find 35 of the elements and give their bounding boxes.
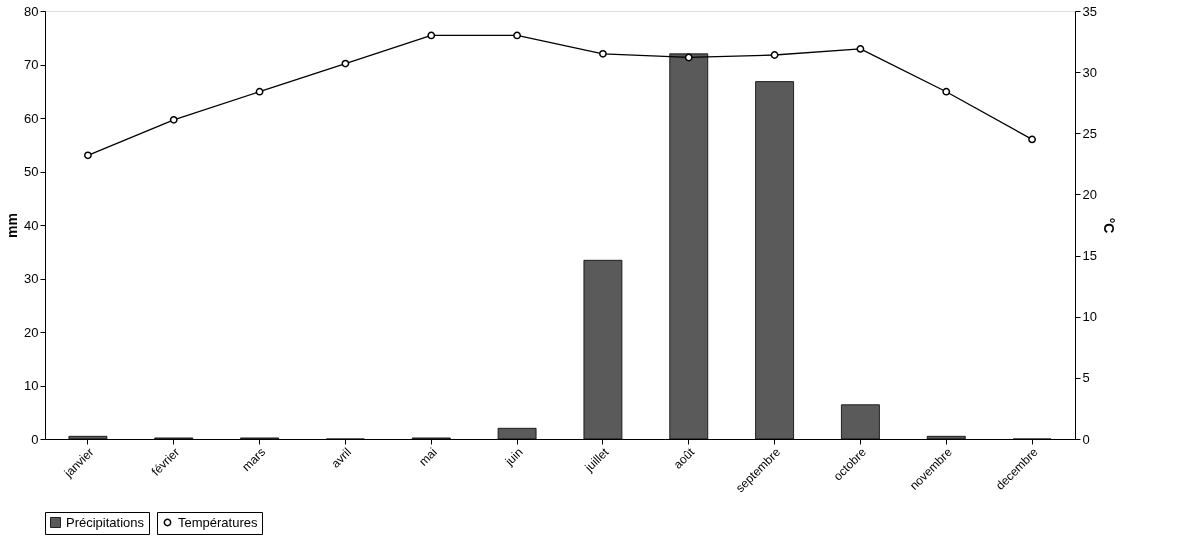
y2-tick-label: 10 [1082,309,1097,325]
y2-tick-label: 35 [1082,3,1097,19]
y-tick-label: 10 [24,378,39,393]
point [255,87,264,96]
y-tick-label: 40 [24,217,39,233]
point [770,51,779,59]
point [684,53,693,62]
y2-tick-label: 20 [1082,186,1097,202]
y2-tick-label: 30 [1082,64,1097,80]
legend-label: Températures [178,514,258,530]
y-tick-label: 0 [31,431,39,447]
point [341,59,350,68]
point [84,151,92,160]
point [427,31,436,40]
point [856,45,865,53]
point [513,31,521,40]
x-tick-label: mai [416,445,440,469]
y-tick-label: 50 [24,164,39,179]
y-axis-title: mm [4,213,21,238]
y-tick-label: 20 [24,324,39,340]
y2-tick-label: 25 [1082,125,1097,141]
point [599,49,607,58]
y2-axis-title: °C [1100,217,1117,234]
y2-tick-label: 5 [1082,370,1090,386]
y-tick-label: 70 [24,57,39,72]
legend-label: Précipitations [66,514,145,530]
y-tick-label: 80 [24,3,39,19]
y2-tick-label: 15 [1082,248,1097,264]
point [1028,135,1036,144]
x-tick-label: juin [501,445,526,469]
y2-tick-label: 0 [1082,431,1090,447]
point [169,115,178,124]
point [942,87,951,96]
y-tick-label: 30 [24,271,39,286]
y-tick-label: 60 [24,110,39,126]
